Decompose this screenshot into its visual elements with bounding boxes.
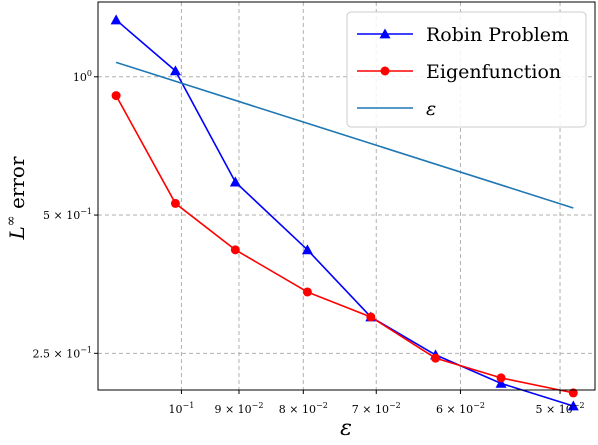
eigenfunction-point <box>302 287 312 297</box>
y-axis-label: L∞ error <box>4 156 29 240</box>
y-tick-label: 5 × 10−1 <box>43 207 92 222</box>
eigenfunction-point <box>496 373 506 383</box>
x-axis-label: ε <box>340 416 352 441</box>
eigenfunction-series <box>111 91 578 398</box>
legend-label: ε <box>426 98 436 120</box>
legend-box <box>346 11 587 128</box>
legend-item-robin-problem: Robin Problem <box>357 24 569 46</box>
x-tick-label: 7 × 10−2 <box>352 401 401 416</box>
epsilon-reference-series <box>115 61 574 209</box>
epsilon-reference-line <box>115 61 574 209</box>
eigenfunction-point <box>170 198 180 208</box>
y-tick-label: 100 <box>73 69 92 84</box>
x-tick-label: 10−1 <box>169 401 195 416</box>
legend-swatch-marker <box>380 66 390 76</box>
x-tick-label: 9 × 10−2 <box>214 401 263 416</box>
x-tick-label: 8 × 10−2 <box>279 401 328 416</box>
series-layer <box>110 14 579 411</box>
legend-swatch-marker <box>379 28 391 39</box>
legend-label: Robin Problem <box>426 24 569 46</box>
eigenfunction-point <box>568 388 578 398</box>
robin-problem-point <box>567 400 579 411</box>
legend: Robin Problem Eigenfunction ε <box>346 11 587 128</box>
x-tick-label: 5 × 10−2 <box>536 401 585 416</box>
eigenfunction-point <box>366 312 376 322</box>
robin-problem-point <box>169 65 181 76</box>
eigenfunction-point <box>431 353 441 363</box>
legend-item-eigenfunction: Eigenfunction <box>357 61 561 83</box>
tick-layer: 10−1 9 × 10−2 8 × 10−2 7 × 10−2 6 × 10−2 5 × … <box>33 69 585 416</box>
eigenfunction-line <box>115 95 574 394</box>
eigenfunction-point <box>111 91 121 101</box>
robin-problem-point <box>110 14 122 25</box>
robin-problem-point <box>495 377 507 388</box>
robin-problem-line <box>115 19 574 407</box>
eigenfunction-point <box>230 245 240 255</box>
robin-problem-point <box>301 244 313 255</box>
x-tick-label: 6 × 10−2 <box>436 401 485 416</box>
plot-frame <box>97 1 596 391</box>
legend-item-epsilon-reference: ε <box>357 98 436 120</box>
y-tick-label: 2.5 × 10−1 <box>33 345 93 360</box>
robin-problem-point <box>229 176 241 187</box>
legend-label: Eigenfunction <box>426 61 561 83</box>
